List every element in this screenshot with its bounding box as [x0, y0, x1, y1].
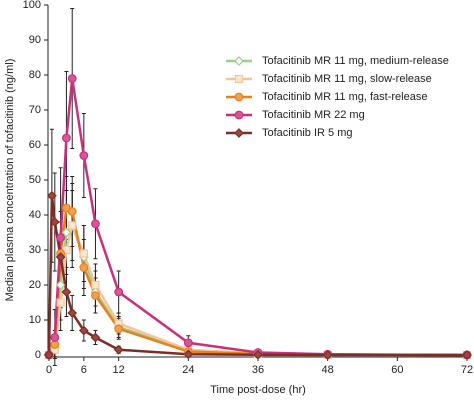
x-tick-label: 72	[461, 364, 473, 376]
y-axis-label: Median plasma concentration of tofacitin…	[4, 59, 16, 302]
legend-label: Tofacitinib IR 5 mg	[262, 127, 352, 139]
x-tick-label: 36	[252, 364, 264, 376]
marker	[115, 325, 123, 333]
marker	[80, 152, 88, 160]
y-tick-label: 40	[29, 209, 41, 221]
marker	[57, 299, 64, 306]
marker	[115, 288, 123, 296]
x-tick-label: 12	[113, 364, 125, 376]
marker	[51, 334, 59, 342]
y-tick-label: 0	[35, 349, 41, 361]
marker	[80, 250, 87, 257]
marker	[63, 134, 71, 142]
x-tick-label: 60	[391, 364, 403, 376]
marker	[57, 234, 65, 242]
y-tick-label: 10	[29, 314, 41, 326]
marker	[68, 208, 76, 216]
legend-label: Tofacitinib MR 11 mg, fast-release	[262, 91, 427, 103]
y-tick-label: 90	[29, 34, 41, 46]
marker	[68, 75, 76, 83]
legend-label: Tofacitinib MR 22 mg	[262, 109, 365, 121]
marker	[235, 111, 243, 119]
marker	[236, 76, 243, 83]
marker	[235, 129, 243, 137]
y-tick-label: 50	[29, 174, 41, 186]
x-tick-label: 6	[81, 364, 87, 376]
y-tick-label: 100	[23, 0, 41, 11]
legend-label: Tofacitinib MR 11 mg, medium-release	[262, 55, 449, 67]
marker	[92, 292, 100, 300]
legend-label: Tofacitinib MR 11 mg, slow-release	[262, 73, 432, 85]
y-tick-label: 60	[29, 139, 41, 151]
series-line	[49, 226, 467, 356]
y-tick-label: 30	[29, 244, 41, 256]
legend: Tofacitinib MR 11 mg, medium-release Tofa…	[226, 55, 449, 139]
x-axis-label: Time post-dose (hr)	[210, 384, 306, 396]
marker	[185, 339, 193, 347]
series-line	[49, 226, 467, 356]
x-tick-label: 0	[46, 364, 52, 376]
marker	[69, 222, 76, 229]
marker	[62, 288, 70, 296]
y-tick-label: 70	[29, 104, 41, 116]
x-tick-label: 24	[182, 364, 194, 376]
marker	[92, 282, 99, 289]
marker	[235, 57, 243, 65]
marker	[92, 220, 100, 228]
series-line	[49, 208, 467, 355]
y-tick-label: 20	[29, 279, 41, 291]
marker	[80, 264, 88, 272]
marker	[235, 93, 243, 101]
x-tick-label: 48	[322, 364, 334, 376]
y-tick-label: 80	[29, 69, 41, 81]
